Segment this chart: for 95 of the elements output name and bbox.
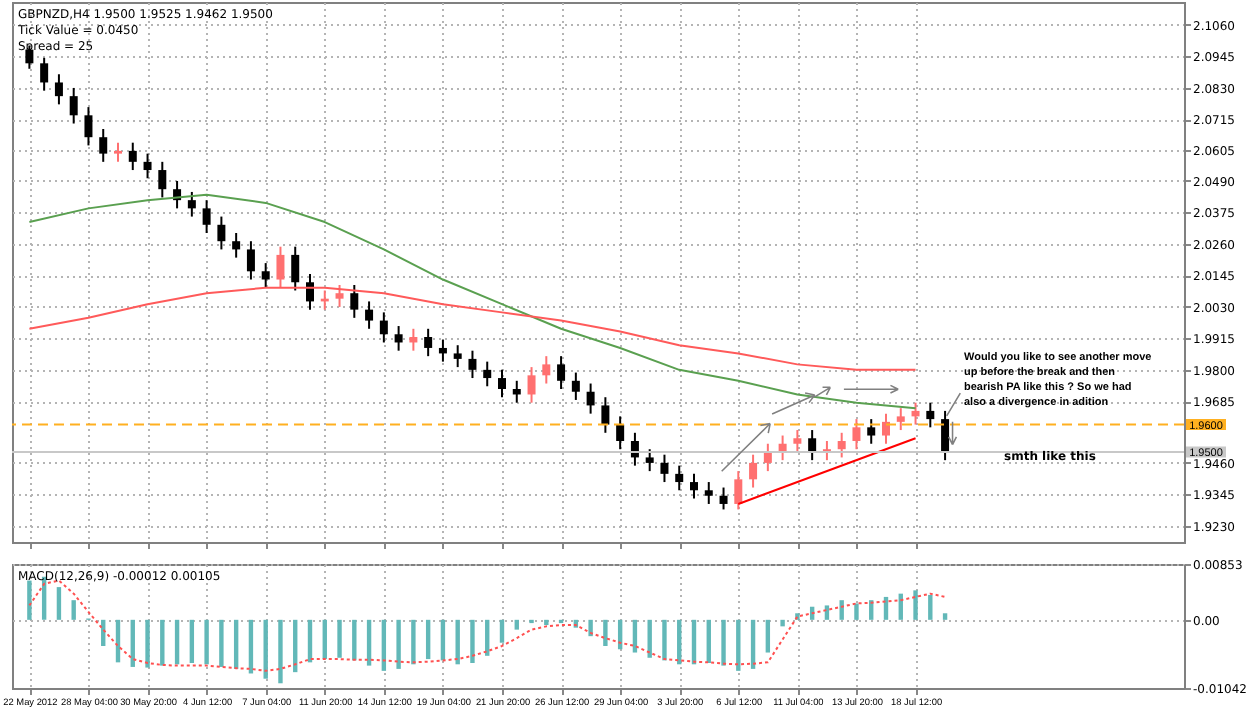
bar [470, 619, 475, 663]
candlestick [84, 106, 93, 147]
bar [721, 619, 726, 666]
candlestick [941, 409, 950, 462]
candlestick [719, 486, 728, 511]
candlestick [202, 199, 211, 234]
candlestick [187, 190, 196, 218]
candlestick [793, 429, 802, 453]
candlestick [365, 300, 374, 330]
candlestick [852, 418, 861, 451]
candlestick [246, 240, 255, 281]
bar [425, 619, 431, 660]
candlestick [276, 245, 285, 289]
candlestick [394, 325, 403, 352]
bar [647, 619, 652, 658]
candlestick [808, 429, 817, 462]
candlestick [232, 232, 241, 259]
candlestick [749, 453, 758, 489]
candlestick [690, 472, 698, 500]
line-series [28, 579, 947, 672]
bar [839, 600, 844, 620]
bar [160, 619, 165, 666]
candlestick [143, 152, 152, 180]
candlestick [468, 349, 477, 380]
bar [56, 587, 62, 620]
bar [455, 619, 460, 665]
bar [174, 619, 180, 665]
bar [499, 619, 505, 643]
bar [204, 619, 209, 665]
candlestick [616, 415, 625, 451]
candlestick [128, 141, 137, 172]
candlestick [645, 448, 654, 473]
bar [942, 613, 948, 620]
bar [780, 619, 785, 627]
candlestick [911, 401, 920, 426]
candlestick [527, 366, 536, 404]
bar [765, 619, 771, 653]
candlestick [734, 470, 743, 511]
candlestick [40, 56, 49, 92]
bar [278, 619, 283, 684]
candlestick [483, 360, 492, 388]
candlestick [867, 418, 876, 445]
candlestick [379, 311, 388, 344]
candlestick [99, 127, 108, 163]
bar [736, 619, 741, 671]
candlestick [896, 407, 905, 432]
line-series [28, 286, 917, 371]
candlestick [571, 371, 580, 401]
bar [337, 619, 342, 658]
candlestick [335, 284, 344, 308]
bar [396, 619, 401, 669]
candlestick [542, 355, 551, 385]
candlestick [217, 215, 226, 251]
candlestick [424, 327, 433, 358]
bar [411, 619, 416, 665]
candlestick [837, 431, 846, 459]
bar [662, 619, 667, 661]
candlestick [601, 396, 610, 434]
bar [928, 594, 933, 620]
bar [352, 619, 357, 661]
candlestick [557, 355, 566, 390]
candlestick [291, 245, 300, 292]
candlestick [453, 344, 462, 369]
bar [824, 605, 830, 620]
candlestick [409, 327, 418, 352]
bar [263, 619, 268, 679]
candlestick [54, 73, 63, 106]
candlestick [69, 86, 78, 125]
candlestick [704, 481, 713, 505]
bar [632, 619, 638, 653]
bar [219, 619, 224, 667]
bar [544, 619, 549, 626]
bar [145, 619, 150, 668]
candlestick [926, 401, 935, 429]
candlestick [882, 412, 890, 445]
candlestick [261, 262, 270, 289]
candlestick [158, 160, 167, 199]
bar [366, 619, 372, 666]
candlestick [498, 368, 506, 399]
bar [588, 619, 593, 637]
candlestick [512, 379, 521, 404]
bar [603, 619, 608, 646]
candlestick [675, 464, 684, 492]
bar [71, 600, 76, 620]
bar [854, 603, 859, 620]
candlestick [114, 141, 122, 163]
candlestick [660, 453, 669, 484]
candlestick [586, 382, 595, 415]
bar [27, 580, 32, 620]
candlestick [350, 284, 359, 319]
bar [514, 619, 519, 630]
bar [913, 590, 918, 620]
bar [189, 619, 195, 663]
candlestick [763, 442, 772, 473]
candlestick [438, 338, 447, 363]
